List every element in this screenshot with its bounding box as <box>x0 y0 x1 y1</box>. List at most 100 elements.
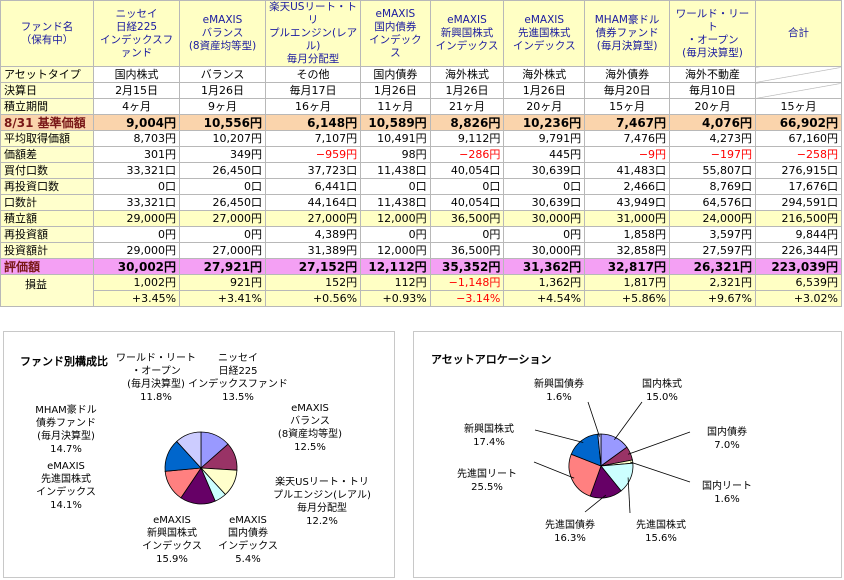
pl-percent-cell: +0.56% <box>264 290 362 307</box>
table-cell: 27,921円 <box>179 258 266 275</box>
total-cell: 226,344円 <box>754 242 843 259</box>
pl-amount-cell: 112円 <box>360 274 431 291</box>
slice-label-line: プルエンジン(レアル) <box>273 490 371 501</box>
fund-name-header: ニッセイ 日経225 インデックスファンド <box>93 0 181 67</box>
total-cell <box>754 82 843 99</box>
table-cell: 10,491円 <box>360 130 431 147</box>
slice-label-line: 国内債券 <box>707 427 747 438</box>
table-cell: 9,791円 <box>503 130 586 147</box>
table-row: 平均取得価額 8,703円 10,207円 7,107円 10,491円 9,112円 9,… <box>0 130 843 147</box>
slice-label-line: 毎月分配型 <box>296 503 347 514</box>
total-cell: 15ヶ月 <box>754 98 843 115</box>
table-cell: 4,076円 <box>669 114 756 131</box>
slice-label: 先進国リート 25.5% <box>457 468 517 494</box>
slice-label-line: ・オープン <box>131 366 181 377</box>
table-cell: 4,273円 <box>669 130 756 147</box>
slice-label: eMAXIS 国内債券 インデックス 5.4% <box>218 514 278 566</box>
fund-name-header: MHAM豪ドル 債券ファンド (毎月決算型) <box>584 0 671 67</box>
table-cell: 毎月20日 <box>584 82 671 99</box>
fund-name-header: eMAXIS バランス (8資産均等型) <box>179 0 266 67</box>
slice-percent: 1.6% <box>714 494 740 505</box>
slice-label-line: eMAXIS <box>291 403 329 414</box>
table-cell: 27,000円 <box>264 210 362 227</box>
slice-label-line: (毎月決算型) <box>127 379 185 390</box>
table-cell: 1月26日 <box>503 82 586 99</box>
slice-label-line: インデックス <box>36 487 96 498</box>
table-cell: 7,107円 <box>264 130 362 147</box>
pl-amount-cell: 152円 <box>264 274 362 291</box>
pl-percent-cell: +3.45% <box>93 290 181 307</box>
table-cell: 海外株式 <box>429 66 505 83</box>
table-cell: 0円 <box>429 226 505 243</box>
table-cell: 301円 <box>93 146 181 163</box>
table-cell: 0口 <box>503 178 586 195</box>
table-cell: 26,450口 <box>179 194 266 211</box>
table-cell: 30,639口 <box>503 162 586 179</box>
table-cell: 98円 <box>360 146 431 163</box>
table-cell: 0円 <box>360 226 431 243</box>
table-cell: 毎月17日 <box>264 82 362 99</box>
table-cell: −959円 <box>264 146 362 163</box>
table-cell: 9,112円 <box>429 130 505 147</box>
table-cell: 32,817円 <box>584 258 671 275</box>
row-label: 8/31 基準価額 <box>0 114 95 131</box>
slice-label: 新興国債券 1.6% <box>534 378 584 404</box>
slice-label-line: 新興国株式 <box>464 424 514 435</box>
slice-label-line: ニッセイ <box>217 353 258 364</box>
pl-percent-cell: −3.14% <box>429 290 505 307</box>
table-cell: 0口 <box>179 178 266 195</box>
table-cell: 40,054口 <box>429 162 505 179</box>
total-cell: 67,160円 <box>754 130 843 147</box>
table-cell: 10,207円 <box>179 130 266 147</box>
pie-slice <box>176 431 202 470</box>
slice-label: eMAXIS バランス (8資産均等型) 12.5% <box>278 402 342 454</box>
slice-label-line: インデックス <box>142 541 202 552</box>
slice-label-line: eMAXIS <box>153 515 191 526</box>
total-cell: 9,844円 <box>754 226 843 243</box>
table-cell: 33,321口 <box>93 162 181 179</box>
row-label: 口数計 <box>0 194 95 211</box>
total-header: 合計 <box>754 0 843 67</box>
table-cell: 12,000円 <box>360 210 431 227</box>
total-cell <box>754 66 843 83</box>
slice-label: 楽天USリート・トリ プルエンジン(レアル) 毎月分配型 12.2% <box>273 476 371 528</box>
slice-label: eMAXIS 先進国株式 インデックス 14.1% <box>36 460 96 512</box>
table-cell: 64,576口 <box>669 194 756 211</box>
table-cell: 4ヶ月 <box>93 98 181 115</box>
table-cell: 31,362円 <box>503 258 586 275</box>
slice-percent: 15.0% <box>646 392 678 403</box>
leader-line <box>584 494 607 513</box>
table-cell: 29,000円 <box>93 242 181 259</box>
table-cell: 0円 <box>503 226 586 243</box>
table-cell: 0口 <box>93 178 181 195</box>
table-cell: 37,723口 <box>264 162 362 179</box>
table-row: 買付口数 33,321口 26,450口 37,723口 11,438口 40,054口 3… <box>0 162 843 179</box>
table-cell: −9円 <box>584 146 671 163</box>
table-cell: 国内株式 <box>93 66 181 83</box>
table-cell: 11,438口 <box>360 162 431 179</box>
table-cell: 12,112円 <box>360 258 431 275</box>
slice-label: ニッセイ 日経225 インデックスファンド 13.5% <box>188 352 288 404</box>
table-cell: 27,000円 <box>179 210 266 227</box>
slice-label-line: 国内リート <box>702 481 752 492</box>
slice-percent: 14.1% <box>50 500 82 511</box>
pl-amount-cell: 1,002円 <box>93 274 181 291</box>
table-cell: 0円 <box>93 226 181 243</box>
slice-label: ワールド・リート ・オープン (毎月決算型) 11.8% <box>116 352 196 404</box>
slice-percent: 12.5% <box>294 442 326 453</box>
total-cell: 223,039円 <box>754 258 843 275</box>
slice-percent: 14.7% <box>50 444 82 455</box>
fund-name-header: eMAXIS 国内債券 インデックス <box>360 0 431 67</box>
pl-amount-cell: 2,321円 <box>669 274 756 291</box>
row-label: 損益 <box>0 274 95 307</box>
table-cell: 35,352円 <box>429 258 505 275</box>
table-cell: 27,000円 <box>179 242 266 259</box>
row-label: 平均取得価額 <box>0 130 95 147</box>
table-cell: 7,467円 <box>584 114 671 131</box>
table-cell: 31,389円 <box>264 242 362 259</box>
table-cell: 15ヶ月 <box>584 98 671 115</box>
table-cell: 10,236円 <box>503 114 586 131</box>
slice-label-line: 国内株式 <box>642 379 682 390</box>
total-cell: 294,591口 <box>754 194 843 211</box>
table-cell: 445円 <box>503 146 586 163</box>
